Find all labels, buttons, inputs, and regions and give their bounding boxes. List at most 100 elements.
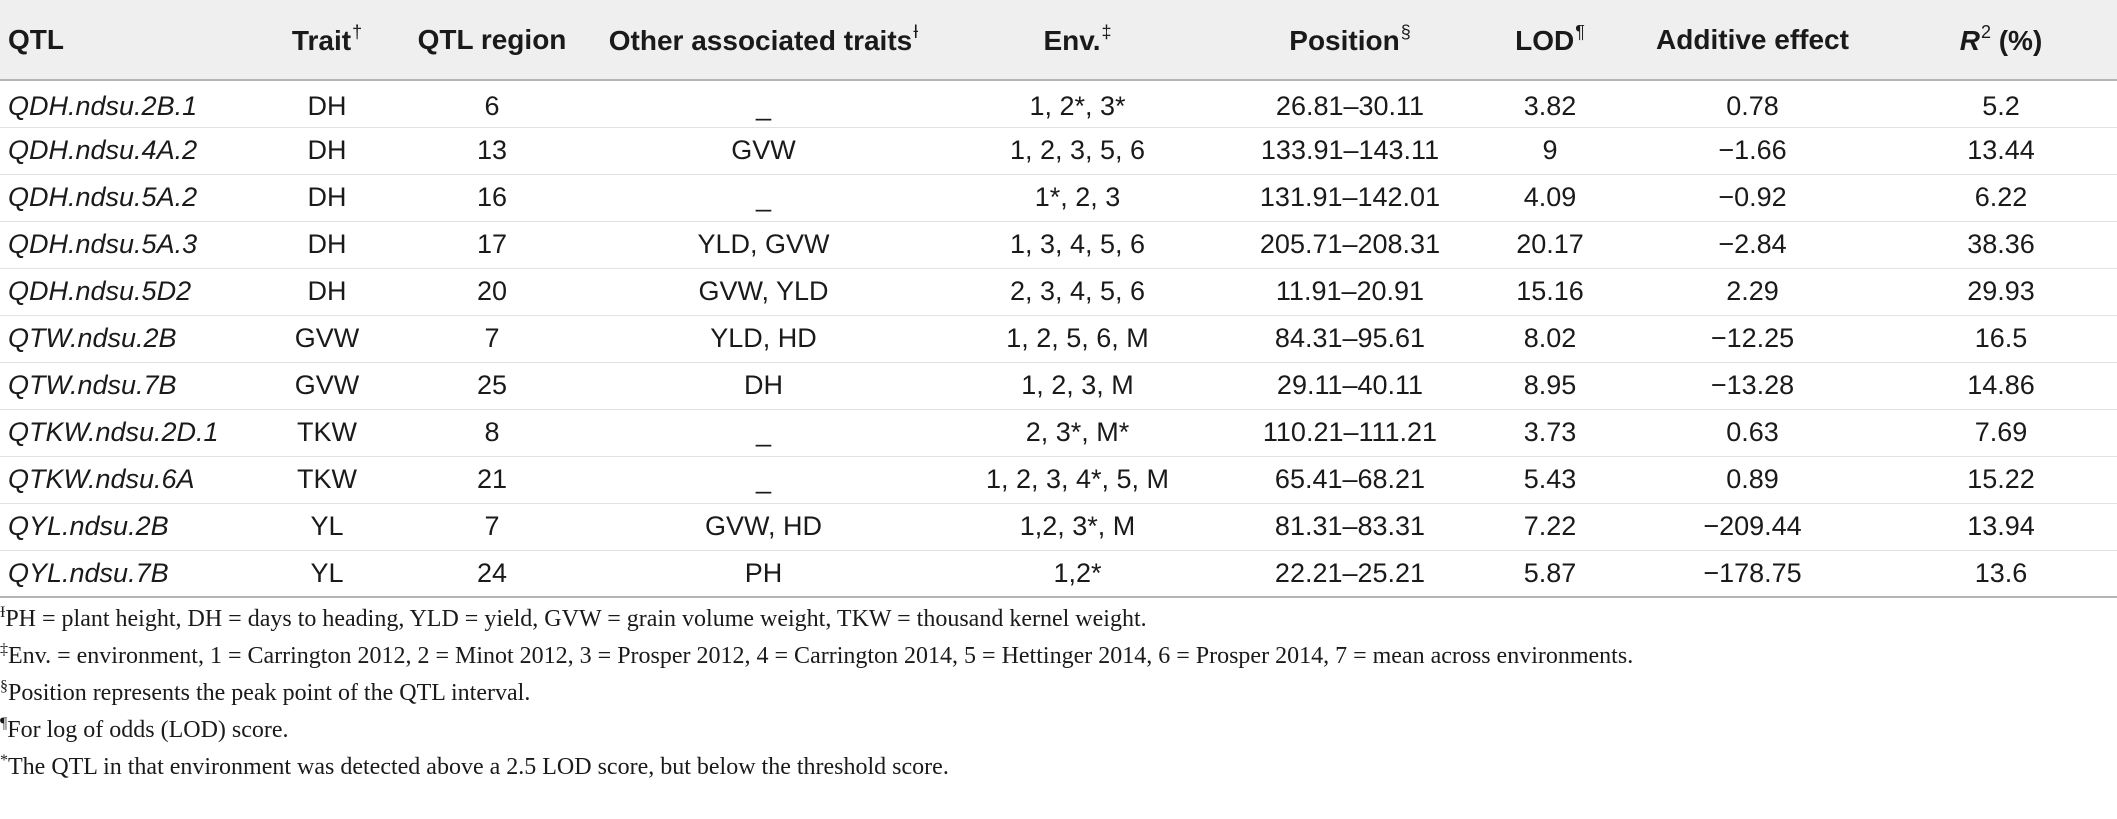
cell-qtl: QTKW.ndsu.6A — [0, 456, 262, 504]
cell-qtl: QYL.ndsu.7B — [0, 550, 262, 598]
table-header-row: QTL Trait† QTL region Other associated t… — [0, 0, 2117, 81]
cell-trait: GVW — [262, 315, 392, 363]
footnote-environments: ‡Env. = environment, 1 = Carrington 2012… — [0, 641, 1634, 669]
cell-lod: 7.22 — [1480, 503, 1620, 551]
footnote-position: §Position represents the peak point of t… — [0, 678, 531, 706]
cell-r2: 16.5 — [1885, 315, 2117, 363]
cell-r2: 15.22 — [1885, 456, 2117, 504]
cell-env: 1, 3, 4, 5, 6 — [935, 221, 1220, 269]
table-row: QDH.ndsu.2B.1 DH 6 _ 1, 2*, 3* 26.81–30.… — [0, 80, 2117, 128]
table-row: QTW.ndsu.2B GVW 7 YLD, HD 1, 2, 5, 6, M … — [0, 315, 2117, 363]
cell-additive: −12.25 — [1620, 315, 1885, 363]
cell-lod: 15.16 — [1480, 268, 1620, 316]
cell-region: 16 — [392, 174, 592, 222]
cell-additive: −0.92 — [1620, 174, 1885, 222]
cell-trait: GVW — [262, 362, 392, 410]
header-lod: LOD¶ — [1480, 0, 1620, 81]
cell-other: _ — [592, 456, 935, 504]
cell-r2: 13.94 — [1885, 503, 2117, 551]
cell-qtl: QTKW.ndsu.2D.1 — [0, 409, 262, 457]
cell-other: GVW, HD — [592, 503, 935, 551]
table-row: QDH.ndsu.4A.2 DH 13 GVW 1, 2, 3, 5, 6 13… — [0, 127, 2117, 175]
cell-other: DH — [592, 362, 935, 410]
cell-region: 25 — [392, 362, 592, 410]
table-row: QYL.ndsu.7B YL 24 PH 1,2* 22.21–25.21 5.… — [0, 550, 2117, 598]
cell-other: _ — [592, 409, 935, 457]
cell-qtl: QDH.ndsu.2B.1 — [0, 80, 262, 128]
cell-region: 20 — [392, 268, 592, 316]
cell-trait: TKW — [262, 409, 392, 457]
cell-position: 26.81–30.11 — [1220, 80, 1480, 128]
cell-r2: 13.6 — [1885, 550, 2117, 598]
footnote-threshold: *The QTL in that environment was detecte… — [0, 752, 949, 780]
cell-env: 1, 2*, 3* — [935, 80, 1220, 128]
cell-env: 1, 2, 3, 5, 6 — [935, 127, 1220, 175]
cell-lod: 4.09 — [1480, 174, 1620, 222]
cell-additive: 2.29 — [1620, 268, 1885, 316]
cell-position: 205.71–208.31 — [1220, 221, 1480, 269]
cell-additive: 0.78 — [1620, 80, 1885, 128]
cell-lod: 3.73 — [1480, 409, 1620, 457]
cell-trait: DH — [262, 80, 392, 128]
cell-position: 131.91–142.01 — [1220, 174, 1480, 222]
cell-additive: 0.89 — [1620, 456, 1885, 504]
cell-r2: 13.44 — [1885, 127, 2117, 175]
cell-qtl: QYL.ndsu.2B — [0, 503, 262, 551]
cell-other: GVW — [592, 127, 935, 175]
header-position: Position§ — [1220, 0, 1480, 81]
cell-region: 21 — [392, 456, 592, 504]
cell-qtl: QDH.ndsu.5A.2 — [0, 174, 262, 222]
cell-region: 24 — [392, 550, 592, 598]
header-trait: Trait† — [262, 0, 392, 81]
cell-position: 11.91–20.91 — [1220, 268, 1480, 316]
cell-qtl: QTW.ndsu.2B — [0, 315, 262, 363]
cell-qtl: QDH.ndsu.5A.3 — [0, 221, 262, 269]
cell-qtl: QDH.ndsu.5D2 — [0, 268, 262, 316]
cell-region: 13 — [392, 127, 592, 175]
cell-r2: 7.69 — [1885, 409, 2117, 457]
cell-position: 81.31–83.31 — [1220, 503, 1480, 551]
cell-additive: −209.44 — [1620, 503, 1885, 551]
header-other-traits: Other associated traitsƗ — [592, 0, 935, 81]
table-row: QTW.ndsu.7B GVW 25 DH 1, 2, 3, M 29.11–4… — [0, 362, 2117, 410]
header-r2: R2 (%) — [1885, 0, 2117, 81]
cell-additive: −2.84 — [1620, 221, 1885, 269]
cell-trait: DH — [262, 221, 392, 269]
header-additive-effect: Additive effect — [1620, 0, 1885, 81]
cell-qtl: QTW.ndsu.7B — [0, 362, 262, 410]
cell-r2: 38.36 — [1885, 221, 2117, 269]
cell-lod: 20.17 — [1480, 221, 1620, 269]
header-qtl: QTL — [0, 0, 262, 81]
table-row: QYL.ndsu.2B YL 7 GVW, HD 1,2, 3*, M 81.3… — [0, 503, 2117, 551]
cell-additive: −1.66 — [1620, 127, 1885, 175]
cell-other: PH — [592, 550, 935, 598]
header-qtl-region: QTL region — [392, 0, 592, 81]
footnote-abbreviations: ƗPH = plant height, DH = days to heading… — [0, 604, 1147, 632]
cell-region: 6 — [392, 80, 592, 128]
cell-position: 84.31–95.61 — [1220, 315, 1480, 363]
cell-other: GVW, YLD — [592, 268, 935, 316]
cell-lod: 5.43 — [1480, 456, 1620, 504]
cell-position: 22.21–25.21 — [1220, 550, 1480, 598]
cell-other: YLD, GVW — [592, 221, 935, 269]
cell-env: 1, 2, 3, M — [935, 362, 1220, 410]
header-env: Env.‡ — [935, 0, 1220, 81]
table-row: QDH.ndsu.5D2 DH 20 GVW, YLD 2, 3, 4, 5, … — [0, 268, 2117, 316]
cell-trait: DH — [262, 127, 392, 175]
cell-other: YLD, HD — [592, 315, 935, 363]
cell-additive: −13.28 — [1620, 362, 1885, 410]
cell-other: _ — [592, 174, 935, 222]
cell-r2: 6.22 — [1885, 174, 2117, 222]
table-row: QTKW.ndsu.6A TKW 21 _ 1, 2, 3, 4*, 5, M … — [0, 456, 2117, 504]
cell-env: 2, 3, 4, 5, 6 — [935, 268, 1220, 316]
table-row: QTKW.ndsu.2D.1 TKW 8 _ 2, 3*, M* 110.21–… — [0, 409, 2117, 457]
cell-region: 7 — [392, 503, 592, 551]
cell-trait: DH — [262, 174, 392, 222]
cell-position: 110.21–111.21 — [1220, 409, 1480, 457]
cell-position: 65.41–68.21 — [1220, 456, 1480, 504]
cell-qtl: QDH.ndsu.4A.2 — [0, 127, 262, 175]
cell-trait: DH — [262, 268, 392, 316]
cell-r2: 29.93 — [1885, 268, 2117, 316]
cell-additive: −178.75 — [1620, 550, 1885, 598]
